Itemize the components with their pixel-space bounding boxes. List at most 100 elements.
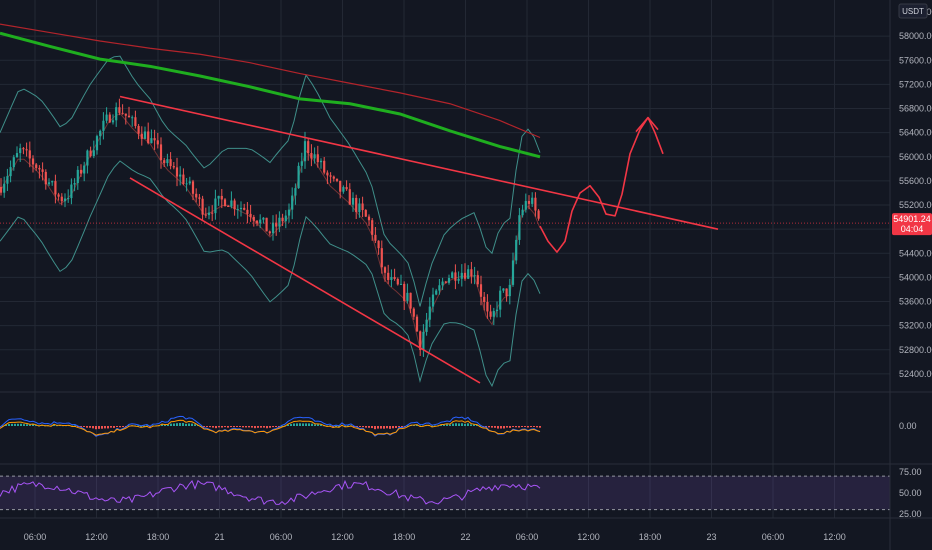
candle-body (351, 197, 355, 205)
candle-body (124, 113, 127, 116)
macd-histogram-bar (17, 423, 19, 426)
candle-body (89, 150, 92, 157)
forecast-annotation[interactable] (539, 116, 664, 253)
macd-histogram-bar (503, 426, 505, 429)
price-tick-label: 56000.00 (899, 152, 932, 162)
macd-histogram-bar (344, 425, 346, 427)
price-tick-label: 53600.00 (899, 297, 932, 307)
macd-histogram-bar (83, 426, 85, 427)
candle-body (9, 167, 12, 177)
macd-histogram-bar (449, 424, 451, 426)
candle-body (115, 107, 118, 121)
macd-histogram-bar (383, 426, 385, 429)
forecast-path[interactable] (539, 116, 664, 253)
candle-body (83, 165, 86, 174)
candle-body (220, 195, 223, 200)
candle-body (92, 150, 95, 157)
candle-body (361, 203, 364, 211)
candle-body (428, 306, 431, 320)
candle-body (44, 171, 47, 185)
macd-histogram-bar (308, 423, 310, 426)
candle-body (233, 200, 236, 210)
candle-body (227, 205, 230, 207)
candle-body (259, 219, 262, 224)
macd-histogram-bar (35, 424, 37, 426)
macd-histogram-bar (539, 426, 541, 428)
candle-body (412, 308, 415, 317)
macd-histogram-bar (140, 425, 142, 427)
candle-body (415, 316, 419, 332)
candle-body (409, 292, 412, 309)
candle-body (239, 207, 243, 210)
macd-histogram-bar (518, 426, 520, 428)
rsi-pane (0, 475, 890, 511)
macd-histogram-bar (29, 424, 31, 426)
currency-badge[interactable] (898, 3, 928, 19)
candle-body (236, 209, 239, 211)
rsi-band (0, 476, 890, 510)
candle-body (518, 215, 521, 240)
macd-histogram-bar (266, 426, 268, 429)
candle-body (153, 138, 156, 141)
candle-body (470, 269, 473, 277)
macd-histogram-bar (26, 424, 28, 426)
macd-histogram-bar (377, 426, 379, 429)
candle-body (31, 158, 35, 165)
macd-histogram-bar (476, 424, 478, 426)
time-tick-label: 23 (706, 532, 716, 542)
candle-body (223, 199, 227, 206)
macd-histogram-bar (431, 425, 433, 427)
candle-body (358, 203, 361, 213)
rsi-tick-label: 75.00 (899, 467, 922, 477)
candle-body (313, 154, 316, 159)
candle-body (460, 272, 463, 279)
candle-body (399, 283, 403, 285)
last-price-tag[interactable] (892, 213, 932, 236)
macd-histogram-bar (161, 424, 163, 426)
candle-body (339, 180, 342, 192)
candle-body (511, 260, 515, 285)
macd-histogram-bar (203, 426, 205, 427)
candle-body (191, 181, 195, 194)
candle-body (108, 114, 111, 123)
time-tick-label: 06:00 (762, 532, 785, 542)
macd-histogram-bar (95, 426, 97, 430)
candle-body (67, 198, 70, 200)
macd-histogram-bar (272, 426, 274, 428)
macd-histogram-bar (536, 426, 538, 428)
candle-body (185, 183, 188, 185)
rsi-tick-label: 25.00 (899, 509, 922, 519)
currency-label: USDT (902, 7, 924, 16)
moving-average-red (0, 23, 541, 139)
macd-histogram-bar (101, 426, 103, 429)
candle-body (127, 115, 131, 118)
candle-body (451, 272, 454, 279)
candle-body (473, 275, 476, 277)
forecast-arrowhead[interactable] (635, 117, 659, 133)
macd-histogram-bar (374, 426, 376, 430)
macd-histogram-bar (467, 423, 469, 426)
candle-body (287, 209, 291, 216)
trendline[interactable] (129, 177, 481, 384)
macd-histogram-bar (458, 423, 460, 426)
candle-body (502, 288, 505, 291)
candle-body (396, 278, 399, 285)
macd-histogram-bar (86, 426, 88, 428)
macd-histogram-bar (143, 425, 145, 427)
price-tick-label: 52400.00 (899, 369, 932, 379)
macd-histogram-bar (194, 424, 196, 426)
time-tick-label: 18:00 (147, 532, 170, 542)
candle-body (531, 197, 534, 204)
macd-histogram-bar (296, 423, 298, 426)
last-price-label: 54901.24 (893, 214, 931, 224)
candle-body (255, 220, 259, 224)
macd-histogram-bar (104, 426, 106, 429)
candle-body (271, 222, 275, 234)
candle-body (195, 193, 198, 198)
candle-body (492, 311, 495, 317)
time-tick-label: 12:00 (577, 532, 600, 542)
candle-body (95, 136, 99, 151)
macd-histogram-bar (89, 426, 91, 428)
macd-histogram-bar (281, 425, 283, 427)
